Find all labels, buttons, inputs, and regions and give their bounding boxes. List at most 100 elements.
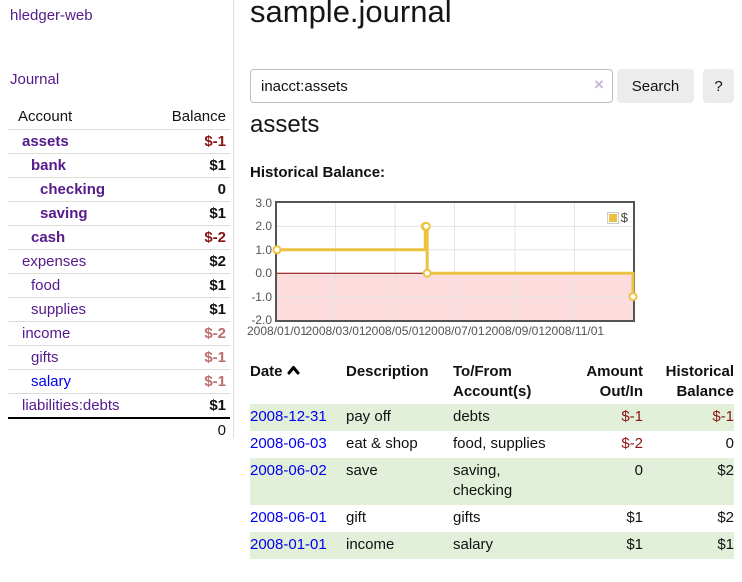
sidebar-item-journal[interactable]: Journal <box>10 71 60 88</box>
account-link[interactable]: assets <box>22 133 69 150</box>
transaction-amount: $-1 <box>621 408 643 425</box>
transaction-balance: $-1 <box>712 408 734 425</box>
account-heading: assets <box>250 111 320 138</box>
y-tick-label: 3.0 <box>255 196 272 210</box>
account-balance: $1 <box>153 273 230 298</box>
account-row: liabilities:debts $1 <box>8 393 230 418</box>
account-link[interactable]: cash <box>31 229 66 246</box>
chart-label: Historical Balance: <box>250 164 386 181</box>
transaction-amount: $1 <box>626 536 643 553</box>
transaction-description: eat & shop <box>346 435 418 452</box>
accounts-total-row: 0 <box>8 417 230 442</box>
amount-column-header: Amount Out/In <box>586 363 643 400</box>
account-balance: 0 <box>153 177 230 202</box>
chart-legend: $ <box>605 210 629 225</box>
register-header-row: Date Description To/From Account(s) Amou… <box>250 360 734 404</box>
chart-x-axis-labels: 2008/01/01 2008/03/01 2008/05/01 2008/07/01… <box>247 324 633 340</box>
account-link[interactable]: salary <box>31 373 72 390</box>
y-tick-label: 2.0 <box>255 219 272 234</box>
transaction-description: income <box>346 536 395 553</box>
description-column-header: Description <box>346 363 429 380</box>
transaction-date-link[interactable]: 2008-06-01 <box>250 509 327 526</box>
transaction-amount: $1 <box>626 509 643 526</box>
account-row: saving $1 <box>8 201 230 226</box>
account-link[interactable]: gifts <box>31 349 59 366</box>
accounts-total-value: 0 <box>153 417 230 442</box>
account-row: cash $-2 <box>8 225 230 250</box>
account-balance: $2 <box>153 249 230 274</box>
x-tick-label: 2008/07/01 <box>424 324 485 338</box>
account-row: food $1 <box>8 273 230 298</box>
balance-column-header: Balance <box>171 108 226 125</box>
transaction-row: 2008-06-01 gift gifts $1 $2 <box>250 505 734 532</box>
account-balance: $-1 <box>153 129 230 154</box>
transaction-row: 2008-06-02 save saving, checking 0 $2 <box>250 458 734 505</box>
account-link[interactable]: saving <box>40 205 88 222</box>
transaction-description: gift <box>346 509 367 526</box>
account-link[interactable]: checking <box>40 181 106 198</box>
transaction-balance: 0 <box>725 435 734 452</box>
transaction-amount: 0 <box>634 462 643 479</box>
transaction-row: 2008-06-03 eat & shop food, supplies $-2… <box>250 431 734 458</box>
accounts-table: Account Balance assets $-1 bank $1 check… <box>8 105 230 442</box>
sidebar-divider <box>233 0 234 438</box>
sort-asc-icon <box>287 366 300 375</box>
account-link[interactable]: food <box>31 277 61 294</box>
transaction-date-link[interactable]: 2008-01-01 <box>250 536 327 553</box>
transaction-row: 2008-12-31 pay off debts $-1 $-1 <box>250 404 734 431</box>
account-link[interactable]: income <box>22 325 71 342</box>
series-color-swatch-icon <box>606 211 619 224</box>
transaction-date-link[interactable]: 2008-06-03 <box>250 435 327 452</box>
account-balance: $1 <box>153 393 230 418</box>
account-row: income $-2 <box>8 321 230 346</box>
app-title-link[interactable]: hledger-web <box>10 7 93 24</box>
register-table: Date Description To/From Account(s) Amou… <box>250 360 734 559</box>
accounts-column-header: To/From Account(s) <box>453 363 532 400</box>
account-balance: $-2 <box>153 225 230 250</box>
x-tick-label: 2008/01/01 <box>246 324 308 338</box>
clear-search-icon[interactable]: × <box>594 75 604 94</box>
account-balance: $-1 <box>153 345 230 370</box>
x-tick-label: 2008/05/01 <box>364 324 426 338</box>
account-row: gifts $-1 <box>8 345 230 370</box>
y-tick-label: 1.0 <box>255 242 272 257</box>
transaction-amount: $-2 <box>621 435 643 452</box>
search-button[interactable]: Search <box>617 69 694 103</box>
account-balance: $-2 <box>153 321 230 346</box>
balance-column-header: Historical Balance <box>665 363 734 400</box>
transaction-description: save <box>346 462 378 479</box>
x-tick-label: 2008/03/01 <box>305 324 366 338</box>
account-link[interactable]: bank <box>31 157 67 174</box>
help-button[interactable]: ? <box>703 69 734 103</box>
account-link[interactable]: liabilities:debts <box>22 397 120 414</box>
legend-series-label: $ <box>620 210 628 225</box>
transaction-balance: $2 <box>717 462 734 479</box>
chart-y-axis-labels: 3.0 2.0 1.0 0.0 -1.0 -2.0 <box>236 196 272 327</box>
y-tick-label: -1.0 <box>251 289 272 304</box>
y-tick-label: 0.0 <box>255 266 272 281</box>
transaction-date-link[interactable]: 2008-12-31 <box>250 408 327 425</box>
account-link[interactable]: expenses <box>22 253 87 270</box>
search-input[interactable] <box>250 69 613 103</box>
account-row: salary $-1 <box>8 369 230 394</box>
account-balance: $-1 <box>153 369 230 394</box>
account-link[interactable]: supplies <box>31 301 87 318</box>
x-tick-label: 2008/09/01 <box>484 324 545 338</box>
account-balance: $1 <box>153 153 230 178</box>
transaction-date-link[interactable]: 2008-06-02 <box>250 462 327 479</box>
transaction-accounts: gifts <box>453 509 481 526</box>
x-tick-label: 2008/11/01 <box>544 324 605 338</box>
account-balance: $1 <box>153 297 230 322</box>
historical-balance-chart: $ <box>272 201 638 322</box>
account-row: expenses $2 <box>8 249 230 274</box>
account-row: bank $1 <box>8 153 230 178</box>
account-row: supplies $1 <box>8 297 230 322</box>
transaction-balance: $2 <box>717 509 734 526</box>
account-column-header: Account <box>18 108 73 125</box>
transaction-accounts: salary <box>453 536 494 553</box>
transaction-row: 2008-01-01 income salary $1 $1 <box>250 532 734 559</box>
date-column-header[interactable]: Date <box>250 360 346 404</box>
account-balance: $1 <box>153 201 230 226</box>
accounts-table-header-row: Account Balance <box>8 105 230 130</box>
